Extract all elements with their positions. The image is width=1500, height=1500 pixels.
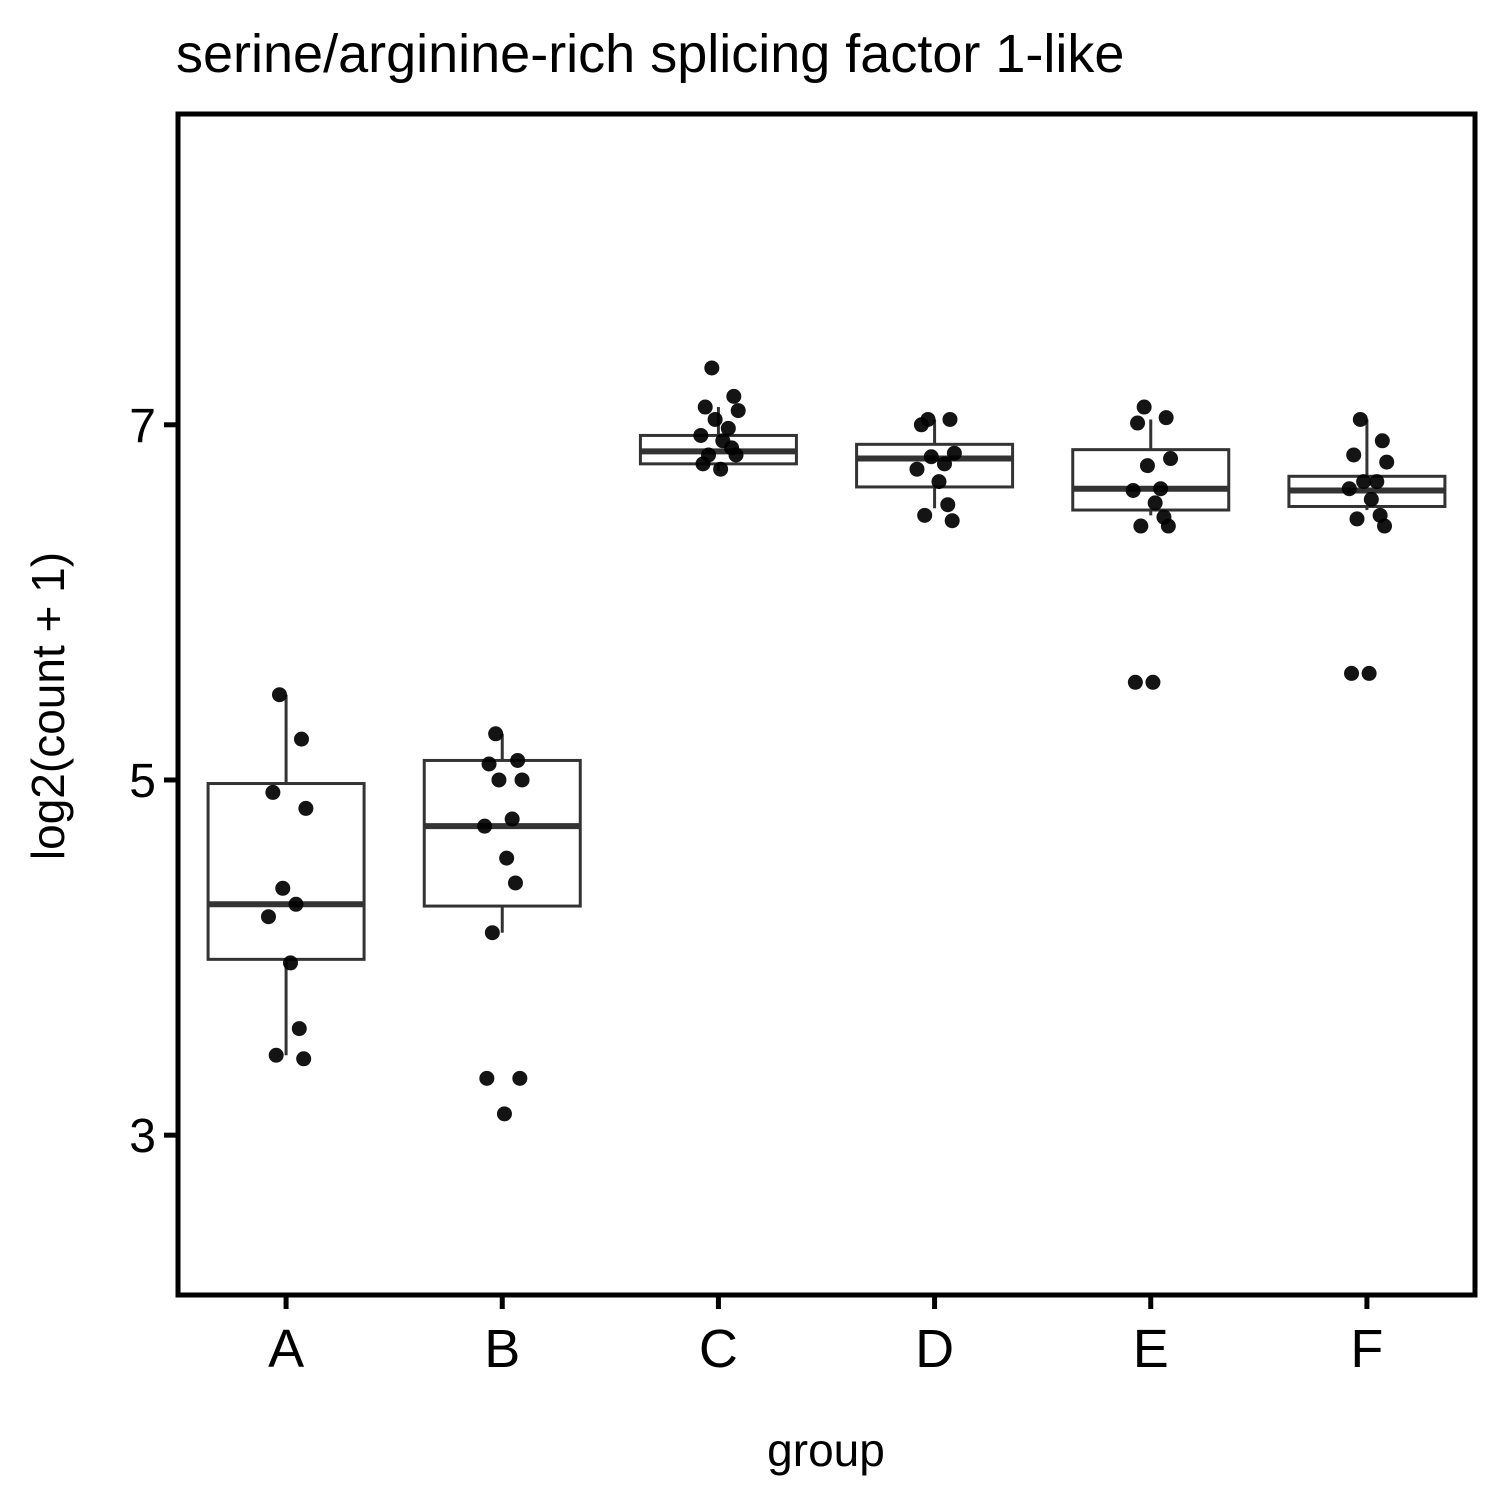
data-point — [298, 800, 314, 816]
data-point — [514, 772, 530, 788]
data-point — [1127, 674, 1143, 690]
data-point — [1153, 481, 1169, 497]
data-point — [1349, 511, 1365, 527]
data-point — [1379, 454, 1395, 470]
data-point — [1377, 518, 1393, 534]
data-point — [271, 687, 287, 703]
data-point — [913, 417, 929, 433]
data-point — [917, 507, 933, 523]
data-point — [1369, 474, 1385, 490]
data-point — [1363, 491, 1379, 507]
data-point — [268, 1047, 284, 1063]
data-point — [510, 752, 526, 768]
data-point — [481, 756, 497, 772]
box-A — [206, 694, 366, 1056]
data-point — [1125, 482, 1141, 498]
x-axis-label-wrap: group — [0, 1420, 1500, 1480]
data-point — [293, 731, 309, 747]
x-tick-label: D — [915, 1319, 954, 1379]
data-point — [940, 497, 956, 513]
data-point — [693, 427, 709, 443]
data-point — [942, 411, 958, 427]
data-point — [1352, 411, 1368, 427]
data-point — [695, 456, 711, 472]
data-point — [707, 411, 723, 427]
data-point — [923, 449, 939, 465]
data-point — [282, 955, 298, 971]
points-layer — [260, 360, 1395, 1122]
y-axis-label: log2(count + 1) — [22, 551, 74, 861]
data-point — [1374, 433, 1390, 449]
data-point — [1160, 518, 1176, 534]
data-point — [275, 880, 291, 896]
data-point — [507, 875, 523, 891]
x-axis: A B C D E F — [268, 1295, 1383, 1379]
data-point — [265, 784, 281, 800]
x-tick-label: A — [268, 1319, 304, 1379]
box-rect — [206, 782, 366, 961]
data-point — [1361, 665, 1377, 681]
data-point — [288, 896, 304, 912]
data-point — [1346, 447, 1362, 463]
data-point — [1147, 495, 1163, 511]
y-tick-label: 3 — [129, 1110, 156, 1163]
box-F — [1287, 419, 1447, 511]
data-point — [260, 909, 276, 925]
box-B — [422, 733, 582, 933]
data-point — [496, 1106, 512, 1122]
data-point — [697, 399, 713, 415]
plot-panel-border — [175, 111, 1478, 1298]
data-point — [944, 513, 960, 529]
data-point — [909, 461, 925, 477]
data-point — [1341, 481, 1357, 497]
data-point — [946, 445, 962, 461]
data-point — [1136, 399, 1152, 415]
boxes-layer — [206, 407, 1447, 1056]
data-point — [504, 811, 520, 827]
data-point — [479, 1070, 495, 1086]
y-tick-label: 7 — [129, 400, 156, 453]
data-point — [1145, 674, 1161, 690]
x-tick-label: C — [699, 1319, 738, 1379]
data-point — [730, 403, 746, 419]
data-point — [720, 420, 736, 436]
data-point — [1356, 474, 1372, 490]
x-tick-label: B — [484, 1319, 520, 1379]
data-point — [291, 1021, 307, 1037]
data-point — [484, 925, 500, 941]
x-axis-label: group — [767, 1424, 885, 1476]
data-point — [1158, 410, 1174, 426]
data-point — [713, 461, 729, 477]
data-point — [1130, 415, 1146, 431]
x-tick-label: E — [1133, 1319, 1169, 1379]
data-point — [488, 726, 504, 742]
data-point — [512, 1070, 528, 1086]
box-D — [855, 419, 1015, 509]
y-tick-label: 5 — [129, 755, 156, 808]
data-point — [1344, 665, 1360, 681]
data-point — [1133, 518, 1149, 534]
data-point — [936, 456, 952, 472]
data-point — [728, 447, 744, 463]
data-point — [296, 1051, 312, 1067]
data-point — [726, 388, 742, 404]
x-tick-label: F — [1350, 1319, 1383, 1379]
data-point — [704, 360, 720, 376]
data-point — [499, 850, 515, 866]
data-point — [477, 818, 493, 834]
data-point — [1139, 458, 1155, 474]
data-point — [491, 772, 507, 788]
data-point — [931, 474, 947, 490]
y-axis: 3 5 7 — [129, 400, 178, 1163]
chart-title: serine/arginine-rich splicing factor 1-l… — [176, 24, 1125, 84]
data-point — [1163, 451, 1179, 467]
